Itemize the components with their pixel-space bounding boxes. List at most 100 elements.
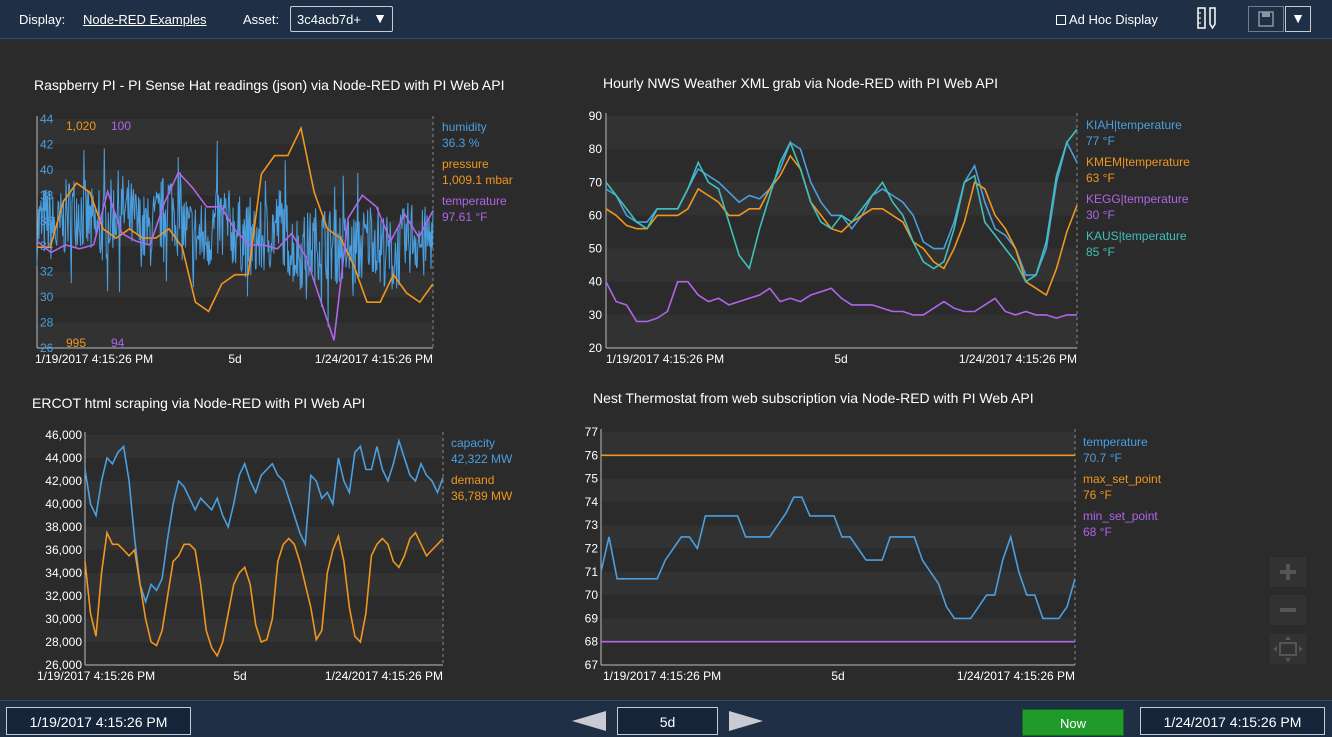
y-tick-label: 28 (40, 316, 54, 330)
legend-series-name: capacity (451, 436, 495, 450)
plot-band (85, 527, 443, 550)
y-tick-label: 60 (589, 208, 603, 222)
fit-icon[interactable] (1270, 634, 1306, 664)
x-tick-label: 5d (831, 669, 844, 683)
time-bar: 1/19/2017 4:15:26 PM 5d Now 1/24/2017 4:… (0, 700, 1332, 737)
series-line-capacity (84, 437, 444, 605)
display-label: Display: (19, 12, 66, 27)
series-line-temperature (600, 496, 1076, 620)
y-tick-label: 70 (585, 588, 599, 602)
legend-series-name: demand (451, 473, 494, 487)
chevron-down-icon: ▼ (373, 10, 387, 26)
y-tick-label: 30 (40, 290, 54, 304)
zoom-in-icon[interactable] (1270, 557, 1306, 587)
start-time-field[interactable]: 1/19/2017 4:15:26 PM (6, 707, 191, 735)
zoom-out-icon[interactable] (1270, 595, 1306, 625)
plot-band (37, 119, 433, 145)
legend-series-name: KIAH|temperature (1086, 118, 1182, 132)
legend-series-value: 36.3 % (442, 136, 480, 150)
chart-title-nest: Nest Thermostat from web subscription vi… (593, 390, 1034, 406)
adhoc-checkbox[interactable] (1056, 15, 1066, 25)
scale-label-top: 1,020 (66, 119, 96, 133)
legend-series-value: 97.61 °F (442, 210, 488, 224)
x-tick-label: 1/24/2017 4:15:26 PM (959, 352, 1077, 366)
plot-band (606, 314, 1077, 348)
y-tick-label: 38,000 (45, 520, 82, 534)
y-tick-label: 42 (40, 137, 54, 151)
plot-band (606, 248, 1077, 282)
series-line-temperature (36, 170, 434, 341)
x-tick-label: 1/19/2017 4:15:26 PM (35, 352, 153, 366)
y-tick-label: 67 (585, 658, 599, 672)
legend-series-value: 70.7 °F (1083, 451, 1122, 465)
y-tick-label: 44 (40, 112, 54, 126)
ruler-icon[interactable] (1196, 6, 1218, 30)
series-line-pressure (37, 125, 434, 313)
x-tick-label: 1/24/2017 4:15:26 PM (325, 669, 443, 683)
save-button[interactable] (1248, 6, 1284, 32)
next-arrow-icon[interactable] (727, 710, 765, 732)
y-tick-label: 73 (585, 518, 599, 532)
y-tick-label: 69 (585, 611, 599, 625)
legend-series-name: max_set_point (1083, 472, 1162, 486)
x-tick-label: 5d (233, 669, 246, 683)
legend-series-value: 36,789 MW (451, 489, 513, 503)
scale-label-bottom: 995 (66, 336, 86, 350)
y-tick-label: 90 (589, 109, 603, 123)
display-menu-button[interactable]: ▼ (1285, 6, 1311, 32)
series-line-kegg-temperature (605, 280, 1077, 323)
legend-series-name: humidity (442, 120, 487, 134)
series-line-demand (84, 530, 444, 658)
y-tick-label: 28,000 (45, 635, 82, 649)
y-tick-label: 30,000 (45, 612, 82, 626)
legend-series-name: pressure (442, 157, 489, 171)
legend-series-value: 42,322 MW (451, 452, 513, 466)
plot-band (37, 169, 433, 196)
plot-band (601, 618, 1075, 642)
y-tick-label: 40,000 (45, 497, 82, 511)
plot-band (85, 619, 443, 642)
x-tick-label: 1/24/2017 4:15:26 PM (957, 669, 1075, 683)
now-button[interactable]: Now (1022, 709, 1124, 736)
asset-value: 3c4acb7d+ (297, 12, 361, 27)
legend-series-value: 1,009.1 mbar (442, 173, 513, 187)
y-tick-label: 68 (585, 635, 599, 649)
top-toolbar: Display: Node-RED Examples Asset: 3c4acb… (0, 0, 1332, 39)
y-tick-label: 34,000 (45, 566, 82, 580)
legend-series-name: temperature (442, 194, 507, 208)
x-tick-label: 1/24/2017 4:15:26 PM (315, 352, 433, 366)
series-line-humidity (36, 140, 434, 328)
plot-band (37, 322, 433, 348)
end-time-field[interactable]: 1/24/2017 4:15:26 PM (1140, 707, 1325, 735)
y-tick-label: 76 (585, 448, 599, 462)
plot-band (37, 271, 433, 298)
y-tick-label: 36,000 (45, 543, 82, 557)
y-tick-label: 40 (40, 163, 54, 177)
y-tick-label: 26 (40, 341, 54, 355)
legend-series-name: temperature (1083, 435, 1148, 449)
plot-band (601, 432, 1075, 456)
plot-band (601, 525, 1075, 549)
y-tick-label: 32,000 (45, 589, 82, 603)
legend-series-value: 76 °F (1083, 488, 1112, 502)
adhoc-display-toggle[interactable]: Ad Hoc Display (1056, 12, 1158, 27)
legend-series-value: 77 °F (1086, 134, 1115, 148)
legend-series-name: KAUS|temperature (1086, 229, 1187, 243)
series-line-kmem-temperature (605, 154, 1078, 297)
prev-arrow-icon[interactable] (570, 710, 608, 732)
y-tick-label: 80 (589, 142, 603, 156)
duration-field[interactable]: 5d (617, 707, 718, 735)
y-tick-label: 40 (589, 275, 603, 289)
y-tick-label: 74 (585, 495, 599, 509)
plot-band (85, 481, 443, 504)
display-name-link[interactable]: Node-RED Examples (83, 12, 207, 27)
y-tick-label: 32 (40, 265, 54, 279)
asset-dropdown[interactable]: 3c4acb7d+ ▼ (290, 6, 393, 32)
plot-band (601, 571, 1075, 596)
series-line-kaus-temperature (605, 128, 1078, 283)
plot-band (606, 116, 1077, 150)
plot-band (606, 182, 1077, 216)
legend-series-name: KEGG|temperature (1086, 192, 1189, 206)
y-tick-label: 72 (585, 542, 599, 556)
